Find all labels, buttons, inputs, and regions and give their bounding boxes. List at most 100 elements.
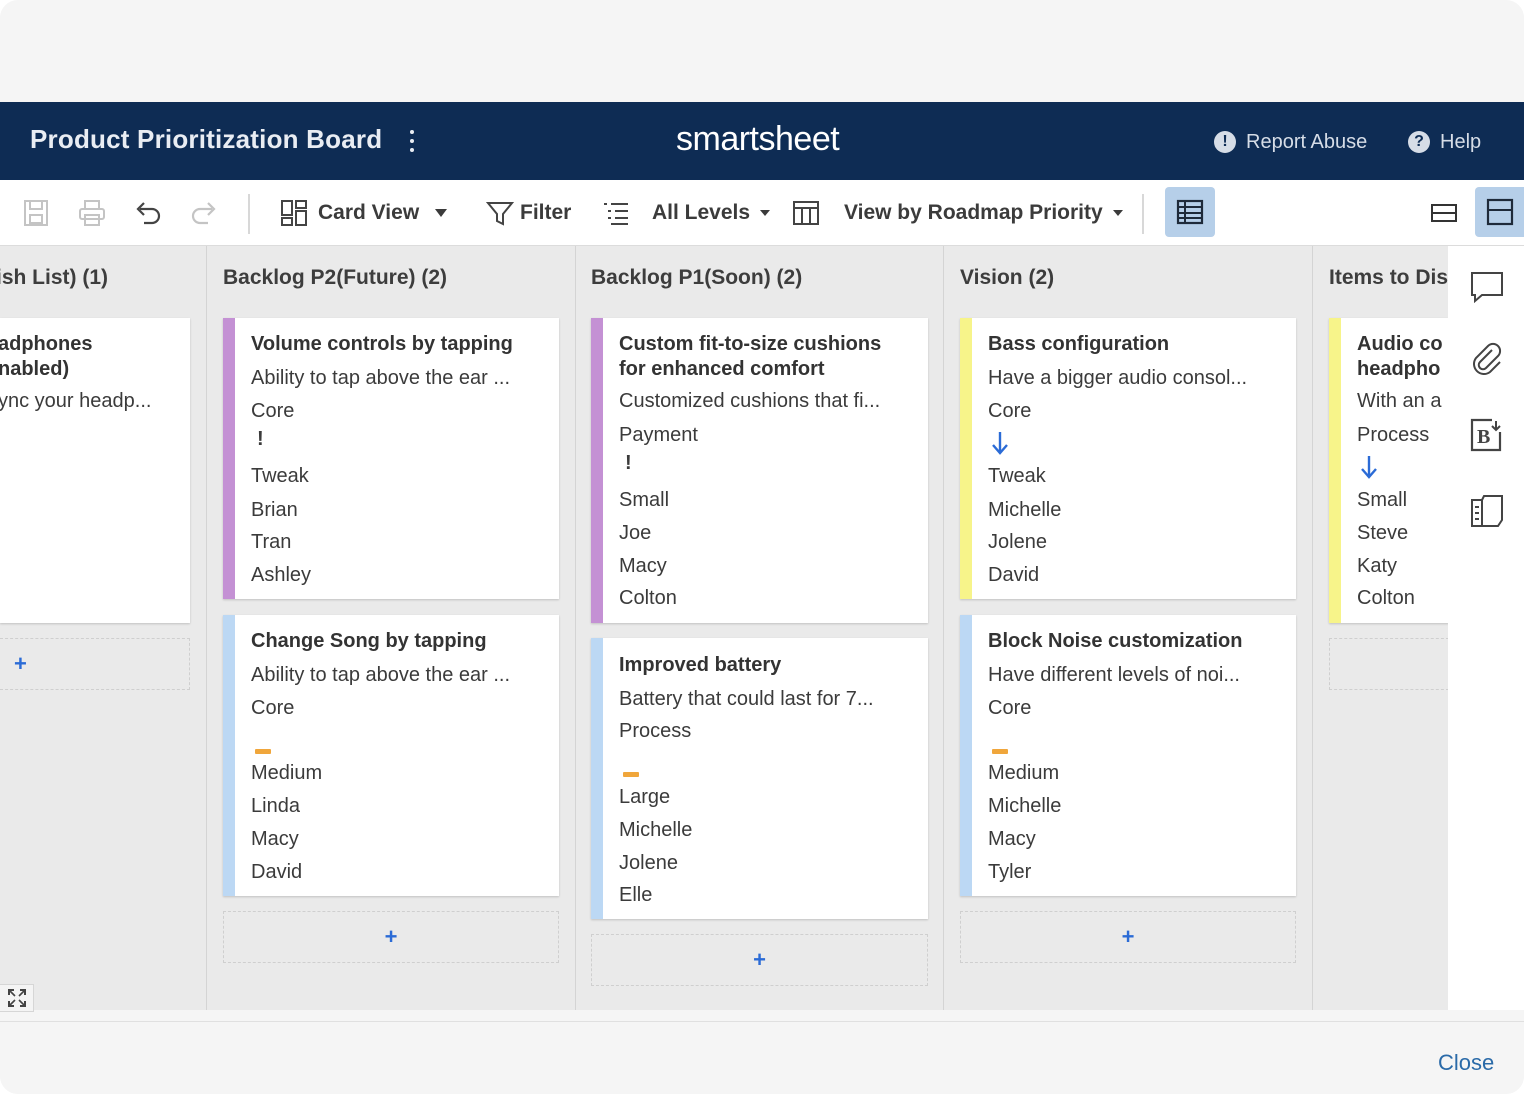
card-category: Payment xyxy=(619,424,698,446)
lane-divider xyxy=(943,246,944,1010)
more-options-icon[interactable] xyxy=(402,128,422,154)
card-title: headpho xyxy=(1357,358,1441,380)
levels-icon xyxy=(604,203,628,225)
filter-label: Filter xyxy=(520,201,572,224)
all-levels-dropdown[interactable]: All Levels xyxy=(602,194,771,232)
smartsheet-logo: smartsheet xyxy=(676,120,840,158)
lane-title: ish List) (1) xyxy=(0,266,109,289)
save-icon[interactable] xyxy=(20,197,52,229)
card-view-label: Card View xyxy=(318,201,420,224)
filter-button[interactable]: Filter xyxy=(486,194,571,232)
card-person: Jolene xyxy=(619,852,678,874)
medium-priority-icon xyxy=(992,737,1008,760)
lane-divider xyxy=(206,246,207,1010)
svg-text:B: B xyxy=(1477,426,1490,448)
attachment-icon[interactable] xyxy=(1470,342,1504,376)
card-person: Michelle xyxy=(988,499,1062,521)
plus-icon: + xyxy=(1121,924,1135,949)
medium-priority-icon xyxy=(255,737,271,760)
header-bar: Product Prioritization Board smartsheet … xyxy=(0,102,1524,180)
columns-icon xyxy=(793,201,819,225)
sheet-title: Product Prioritization Board xyxy=(30,124,383,154)
print-icon[interactable] xyxy=(76,197,108,229)
full-card-toggle[interactable] xyxy=(1475,187,1524,237)
card-color-stripe xyxy=(223,318,235,599)
card-size: Small xyxy=(619,489,670,511)
card-category: Core xyxy=(251,400,295,422)
card-color-stripe xyxy=(591,638,603,919)
lane-divider xyxy=(575,246,576,1010)
card-person: Elle xyxy=(619,884,653,906)
card-person: Joe xyxy=(619,522,652,544)
expand-icon[interactable] xyxy=(0,984,34,1012)
card-size: Tweak xyxy=(988,465,1046,487)
right-rail: B xyxy=(1448,246,1524,1010)
card-person: Michelle xyxy=(619,819,693,841)
compact-card-toggle[interactable] xyxy=(1428,197,1460,229)
grid-icon xyxy=(1176,199,1204,225)
card-color-stripe xyxy=(223,615,235,896)
filter-icon xyxy=(486,202,514,226)
low-priority-icon xyxy=(990,430,1010,462)
report-abuse-link[interactable]: ! Report Abuse xyxy=(1214,128,1367,156)
help-link[interactable]: ? Help xyxy=(1408,128,1481,156)
add-card-button[interactable] xyxy=(1329,638,1448,690)
undo-icon[interactable] xyxy=(132,197,164,229)
card[interactable]: Custom fit-to-size cushions for enhanced… xyxy=(591,318,928,623)
update-request-icon[interactable]: B xyxy=(1470,418,1504,452)
add-card-button[interactable]: + xyxy=(223,911,559,963)
card-view-dropdown[interactable]: Card View xyxy=(280,194,448,232)
add-card-button[interactable]: + xyxy=(960,911,1296,963)
card-description: Have a bigger audio consol... xyxy=(988,367,1248,389)
card-person: Colton xyxy=(1357,587,1415,609)
card-description: Battery that could last for 7... xyxy=(619,688,874,710)
card[interactable]: Block Noise customization Have different… xyxy=(960,615,1296,896)
toolbar-divider xyxy=(1142,194,1144,234)
card-person: David xyxy=(988,564,1040,586)
card-description: Ability to tap above the ear ... xyxy=(251,664,511,686)
chevron-down-icon xyxy=(760,210,771,216)
card-color-stripe xyxy=(1329,318,1341,623)
lane-backlog-p1: Backlog P1(Soon) (2) Custom fit-to-size … xyxy=(576,246,944,1010)
card-title: Improved battery xyxy=(619,654,782,676)
add-card-button[interactable]: + xyxy=(591,934,928,986)
card-person: Ashley xyxy=(251,564,312,586)
card-color-stripe xyxy=(960,318,972,599)
add-card-button[interactable]: + xyxy=(0,638,190,690)
lane-divider xyxy=(1312,246,1313,1010)
toolbar: Card View Filter All Levels View by Road… xyxy=(0,180,1524,246)
card[interactable]: adphones nabled) ync your headp... xyxy=(0,318,190,623)
modal-top-band xyxy=(0,0,1524,102)
view-by-dropdown[interactable]: View by Roadmap Priority xyxy=(792,194,1123,232)
high-priority-icon: ! xyxy=(257,428,264,450)
card-title: adphones xyxy=(0,333,93,355)
card[interactable]: Improved battery Battery that could last… xyxy=(591,638,928,919)
card-person: Jolene xyxy=(988,531,1047,553)
comment-icon[interactable] xyxy=(1470,270,1504,304)
card-person: David xyxy=(251,861,303,883)
card-person: Tran xyxy=(251,531,292,553)
help-label: Help xyxy=(1440,130,1482,153)
lane-title: Backlog P1(Soon) (2) xyxy=(591,266,803,289)
card-title: Custom fit-to-size cushions xyxy=(619,333,882,355)
card[interactable]: Change Song by tapping Ability to tap ab… xyxy=(223,615,559,896)
close-button[interactable]: Close xyxy=(1438,1050,1495,1075)
alert-icon: ! xyxy=(1214,131,1236,153)
card-description: Customized cushions that fi... xyxy=(619,390,881,412)
card-category: Core xyxy=(988,697,1032,719)
card-person: Michelle xyxy=(988,795,1062,817)
help-icon: ? xyxy=(1408,131,1430,153)
card-title: Volume controls by tapping xyxy=(251,333,513,355)
card-person: Colton xyxy=(619,587,677,609)
chevron-down-icon xyxy=(435,209,448,217)
activity-log-icon[interactable] xyxy=(1470,494,1504,528)
redo-icon[interactable] xyxy=(188,197,220,229)
card[interactable]: Bass configuration Have a bigger audio c… xyxy=(960,318,1296,599)
card-person: Tyler xyxy=(988,861,1032,883)
card-title: Bass configuration xyxy=(988,333,1170,355)
card[interactable]: Volume controls by tapping Ability to ta… xyxy=(223,318,559,599)
modal-footer: Close xyxy=(0,1021,1524,1094)
card-category: Process xyxy=(619,720,692,742)
card[interactable]: Audio co headpho With an a Process Small… xyxy=(1329,318,1448,623)
grid-view-toggle[interactable] xyxy=(1165,187,1215,237)
